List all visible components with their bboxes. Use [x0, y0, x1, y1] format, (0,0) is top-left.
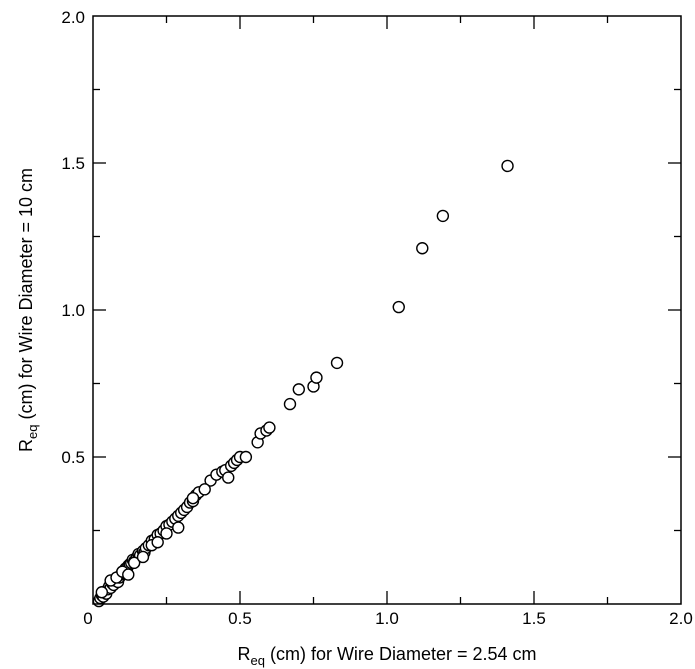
y-axis-title-subscript: eq	[25, 425, 40, 439]
data-point-81	[392, 300, 405, 314]
y-axis-title-rest: (cm) for Wire Diameter = 10 cm	[16, 168, 36, 425]
y-axis-title: Req (cm) for Wire Diameter = 10 cm	[16, 168, 40, 452]
data-point-57	[239, 450, 253, 464]
data-point-67	[160, 527, 173, 540]
x-axis-title-rest: (cm) for Wire Diameter = 2.54 cm	[265, 644, 537, 664]
major-ticks	[93, 16, 681, 604]
data-point-84	[501, 159, 514, 173]
data-point-80	[330, 356, 344, 370]
data-point-64	[136, 550, 150, 564]
y-tick-label-1: 1.0	[61, 301, 85, 320]
y-tick-label-3: 2.0	[61, 8, 85, 27]
data-point-68	[172, 521, 185, 534]
x-tick-label-0: 0	[83, 609, 92, 628]
x-tick-label-1: 0.5	[228, 609, 252, 628]
data-point-66	[151, 536, 164, 549]
data-point-76	[283, 397, 297, 411]
data-point-79	[310, 371, 323, 384]
data-point-69	[186, 491, 200, 505]
x-tick-label-4: 2.0	[669, 609, 693, 628]
data-point-71	[222, 471, 235, 484]
x-tick-label-3: 1.5	[522, 609, 546, 628]
data-point-77	[292, 383, 305, 396]
data-point-70	[198, 483, 211, 496]
data-point-62	[122, 568, 135, 581]
x-tick-label-2: 1.0	[375, 609, 399, 628]
plot-frame	[92, 15, 682, 605]
data-point-58	[95, 586, 109, 599]
y-tick-label-0: 0.5	[61, 448, 85, 467]
data-point-82	[416, 242, 429, 255]
x-axis-title-subscript: eq	[250, 653, 264, 668]
data-point-83	[436, 209, 450, 223]
x-axis-title-main: R	[237, 644, 250, 664]
data-point-75	[263, 421, 276, 434]
tick-labels: 0 0.5 1.0 1.5 2.0 0.5 1.0 1.5 2.0	[61, 8, 692, 628]
data-point-63	[127, 556, 141, 570]
minor-ticks	[93, 16, 681, 604]
x-axis-title: Req (cm) for Wire Diameter = 2.54 cm	[237, 644, 536, 668]
y-axis-title-main: R	[16, 439, 36, 452]
y-tick-label-2: 1.5	[61, 154, 85, 173]
data-points	[92, 159, 514, 608]
